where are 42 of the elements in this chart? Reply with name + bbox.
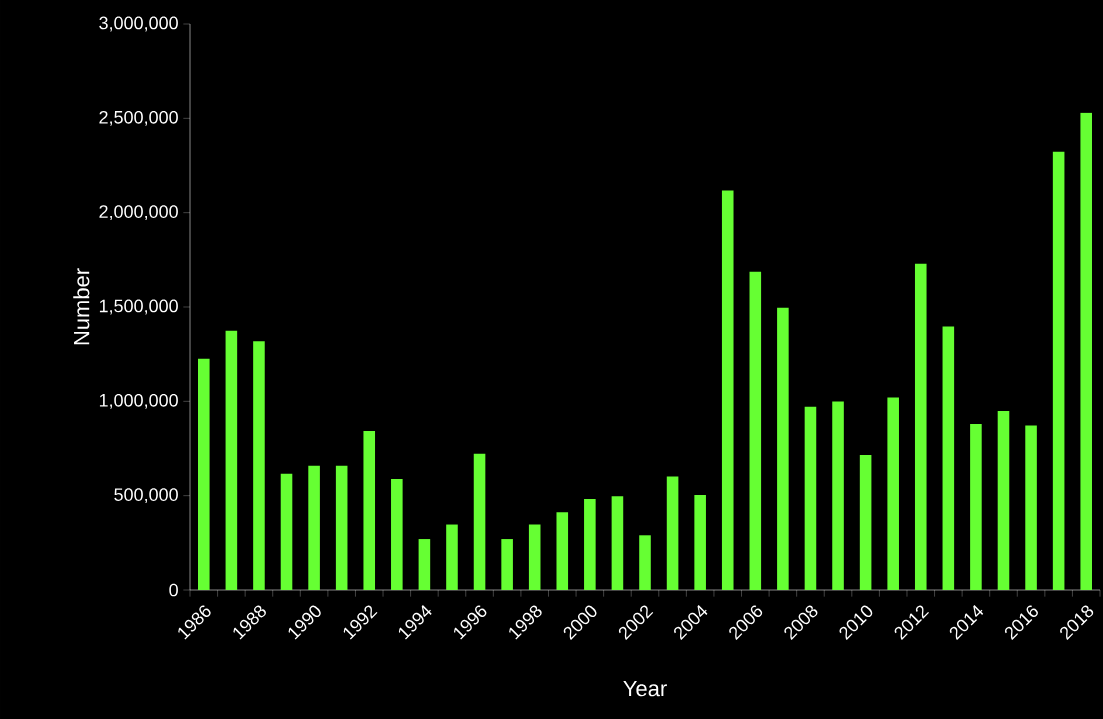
bar xyxy=(418,539,431,590)
bar xyxy=(473,453,486,590)
x-axis-title: Year xyxy=(623,680,667,697)
bar xyxy=(280,473,293,590)
bar xyxy=(308,465,320,590)
y-tick-label: 1,500,000 xyxy=(99,299,178,315)
bar xyxy=(225,330,238,590)
bar xyxy=(528,524,541,590)
y-tick-label: 2,500,000 xyxy=(99,110,178,126)
y-tick-label: 3,000,000 xyxy=(99,16,178,32)
y-tick-label: 2,000,000 xyxy=(99,205,178,221)
bar xyxy=(887,397,899,590)
bar xyxy=(501,539,513,590)
bar xyxy=(997,410,1010,590)
y-tick-label: 0 xyxy=(169,583,178,597)
y-tick-label: 1,000,000 xyxy=(99,393,178,409)
bar xyxy=(363,430,376,590)
y-axis-title: Number xyxy=(73,268,90,345)
bar xyxy=(970,423,982,590)
bar xyxy=(804,406,817,590)
y-tick-label: 500,000 xyxy=(114,488,178,504)
bar xyxy=(859,454,872,590)
bar xyxy=(694,495,706,590)
bar xyxy=(198,358,210,590)
bar xyxy=(777,307,789,590)
bar xyxy=(914,263,927,590)
bar xyxy=(832,401,844,590)
bar xyxy=(721,190,734,590)
bar xyxy=(1025,425,1037,590)
bar xyxy=(666,476,679,590)
bar xyxy=(391,479,403,590)
bar xyxy=(942,326,955,590)
bar xyxy=(584,499,596,590)
bar xyxy=(446,524,458,590)
bar xyxy=(253,341,265,590)
bar xyxy=(611,496,624,590)
bar xyxy=(1080,112,1093,590)
bar xyxy=(1052,151,1065,590)
bar xyxy=(749,271,762,590)
bar xyxy=(639,535,651,590)
bar xyxy=(556,512,569,590)
bar xyxy=(335,465,348,590)
